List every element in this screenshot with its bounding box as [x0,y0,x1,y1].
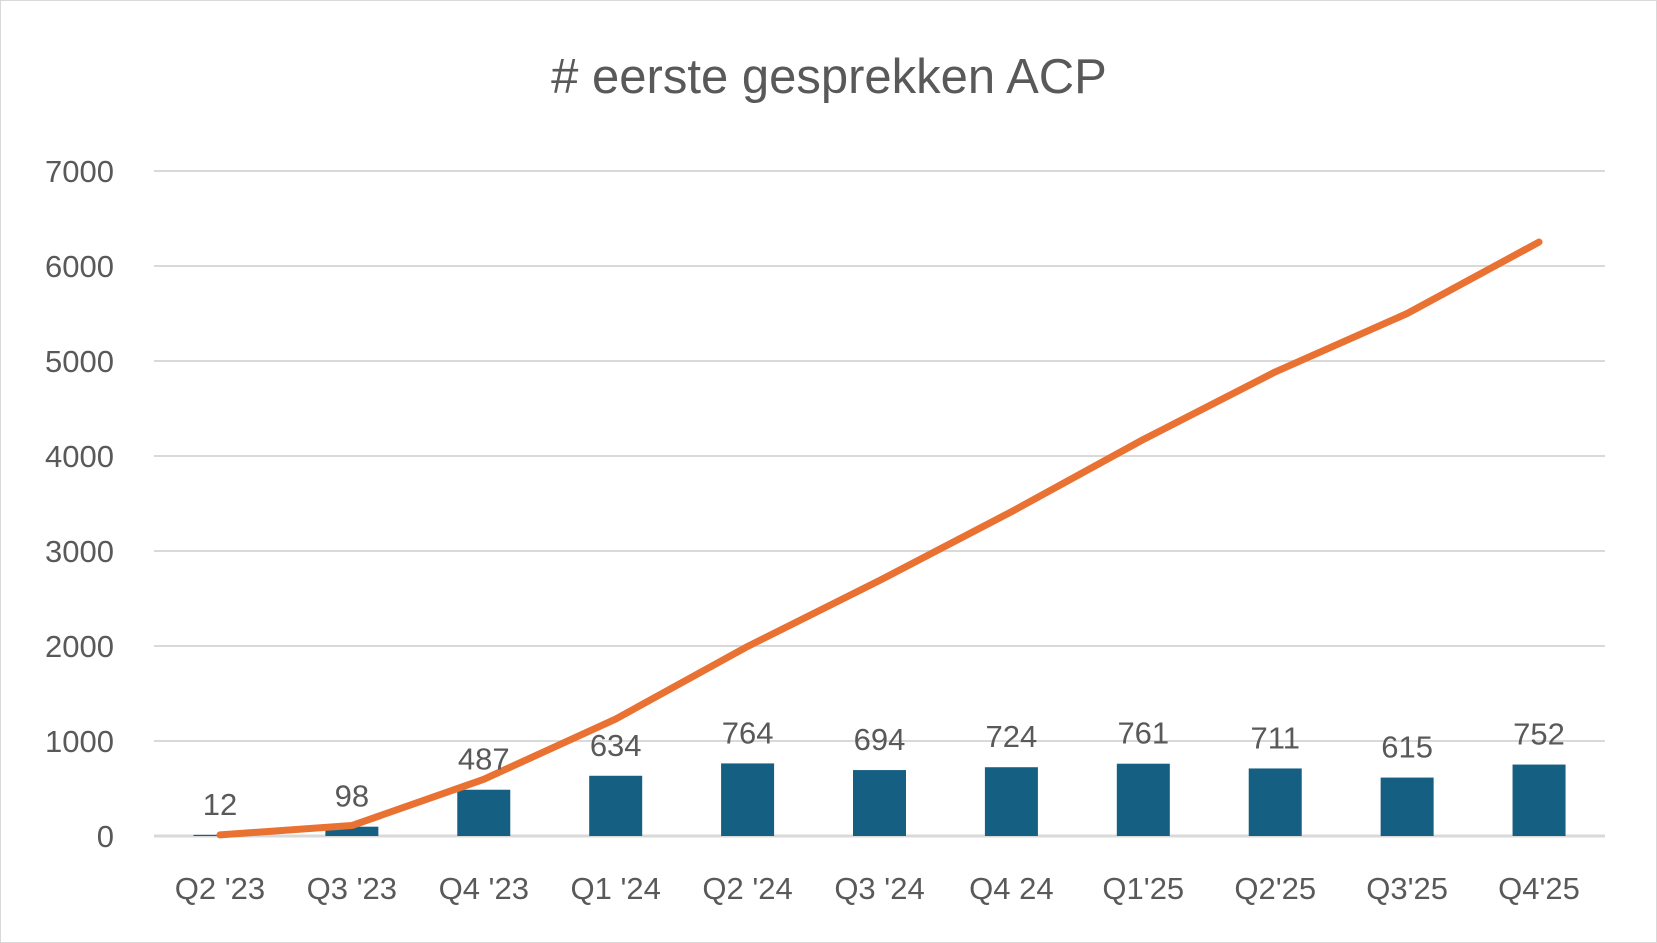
bar [984,767,1038,836]
bar-series [193,763,1566,836]
gridlines [154,170,1605,838]
data-label: 694 [854,722,906,757]
x-tick-label: Q2 '24 [702,871,792,906]
x-tick-label: Q4 '23 [439,871,529,906]
y-tick-label: 1000 [45,724,114,759]
bar [1116,763,1170,836]
x-tick-label: Q4'25 [1498,871,1580,906]
line-series [216,238,1543,839]
x-tick-label: Q2 '23 [175,871,265,906]
x-axis: Q2 '23 Q3 '23 Q4 '23 Q1 '24 Q2 '24 Q3 '24 Q4 2… [175,871,1580,906]
chart-title: # eerste gesprekken ACP [551,50,1107,104]
data-label: 724 [986,719,1038,754]
x-tick-label: Q1'25 [1102,871,1184,906]
y-tick-label: 5000 [45,344,114,379]
bar [1248,768,1302,836]
cumulative-line [216,238,1543,839]
data-label: 761 [1117,716,1169,751]
x-tick-label: Q2'25 [1234,871,1316,906]
x-tick-label: Q3'25 [1366,871,1448,906]
x-tick-label: Q3 '23 [307,871,397,906]
data-label: 634 [590,728,642,763]
data-label: 487 [458,742,510,777]
data-label: 12 [203,787,237,822]
data-label: 764 [722,715,774,750]
x-tick-label: Q3 '24 [834,871,924,906]
x-tick-label: Q4 24 [969,871,1053,906]
data-labels: 12 98 487 634 764 694 724 761 711 615 752 [203,715,1565,821]
y-tick-label: 7000 [45,154,114,189]
y-tick-label: 0 [97,819,114,854]
data-label: 98 [335,779,369,814]
bar [325,826,379,836]
data-label: 752 [1513,717,1565,752]
bar [589,775,643,836]
bar [853,770,906,836]
bar [1380,777,1434,836]
bar [457,789,511,836]
y-tick-label: 2000 [45,629,114,664]
bar [721,763,775,836]
y-tick-label: 3000 [45,534,114,569]
x-tick-label: Q1 '24 [570,871,660,906]
y-axis: 0 1000 2000 3000 4000 5000 6000 7000 [45,154,114,854]
y-tick-label: 6000 [45,249,114,284]
y-tick-label: 4000 [45,439,114,474]
bar [1512,764,1566,836]
data-label: 615 [1381,730,1433,765]
data-label: 711 [1251,720,1300,755]
